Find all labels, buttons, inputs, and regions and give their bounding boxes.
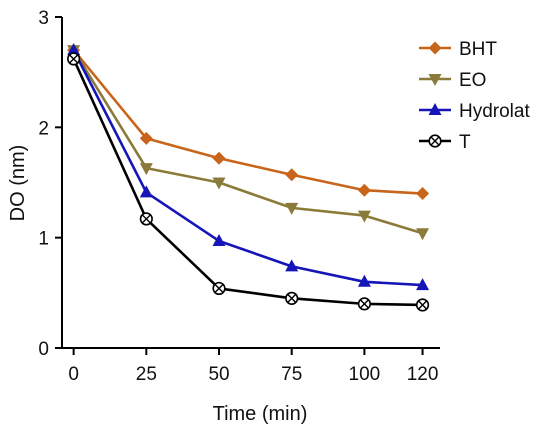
data-point-eo	[139, 163, 153, 176]
y-tick-label: 3	[38, 8, 49, 29]
data-point-t	[415, 298, 430, 312]
data-point-eo	[285, 202, 299, 215]
data-point-bht	[416, 187, 430, 201]
legend: BHT EO Hydrolat T	[419, 39, 530, 153]
data-point-bht	[212, 151, 226, 165]
data-point-eo	[416, 228, 430, 241]
y-tick-label: 2	[38, 118, 49, 139]
data-point-bht	[357, 183, 371, 197]
data-point-hydrolat	[212, 233, 226, 246]
x-tick-label: 0	[68, 364, 79, 385]
legend-marker-hydrolat	[428, 103, 442, 115]
legend-item-hydrolat: Hydrolat	[419, 101, 530, 122]
y-axis-title: DO (nm)	[7, 145, 29, 222]
data-point-t	[285, 291, 299, 305]
y-tick-label: 0	[38, 339, 49, 360]
legend-label: BHT	[459, 39, 497, 60]
x-axis-title: Time (min)	[213, 403, 308, 425]
data-point-hydrolat	[139, 185, 153, 198]
x-tick-label: 100	[349, 364, 381, 385]
ticks: 0 25 50 75 100 120 0 1 2 3	[38, 8, 438, 385]
legend-item-bht: BHT	[419, 39, 497, 60]
x-tick-label: 50	[208, 364, 229, 385]
y-tick-label: 1	[38, 229, 49, 250]
legend-label: T	[459, 132, 471, 153]
axes	[61, 17, 440, 349]
series-layer	[67, 43, 430, 312]
data-point-bht	[285, 168, 299, 182]
legend-label: Hydrolat	[459, 101, 530, 122]
series-line-t	[72, 58, 423, 307]
data-point-hydrolat	[357, 274, 371, 287]
data-point-t	[212, 281, 226, 296]
series-t	[67, 52, 430, 312]
data-point-hydrolat	[285, 259, 299, 272]
legend-label: EO	[459, 70, 486, 91]
data-point-hydrolat	[67, 43, 81, 56]
x-tick-label: 120	[407, 364, 439, 385]
legend-item-t: T	[419, 132, 471, 153]
data-point-bht	[139, 131, 153, 145]
legend-item-eo: EO	[419, 70, 486, 91]
legend-marker-t	[428, 134, 442, 148]
data-point-eo	[212, 177, 226, 190]
data-point-t	[357, 297, 372, 311]
x-tick-label: 25	[136, 364, 157, 385]
data-point-t	[67, 52, 81, 66]
series-line-hydrolat	[72, 49, 423, 287]
series-line-eo	[72, 49, 423, 235]
legend-marker-eo	[428, 74, 442, 86]
data-point-hydrolat	[416, 278, 430, 291]
data-point-t	[139, 212, 153, 226]
data-point-eo	[357, 210, 371, 223]
series-bht	[67, 43, 430, 201]
series-line-bht	[72, 49, 423, 195]
legend-marker-bht	[428, 41, 442, 55]
x-tick-label: 75	[281, 364, 302, 385]
series-hydrolat	[67, 43, 430, 291]
